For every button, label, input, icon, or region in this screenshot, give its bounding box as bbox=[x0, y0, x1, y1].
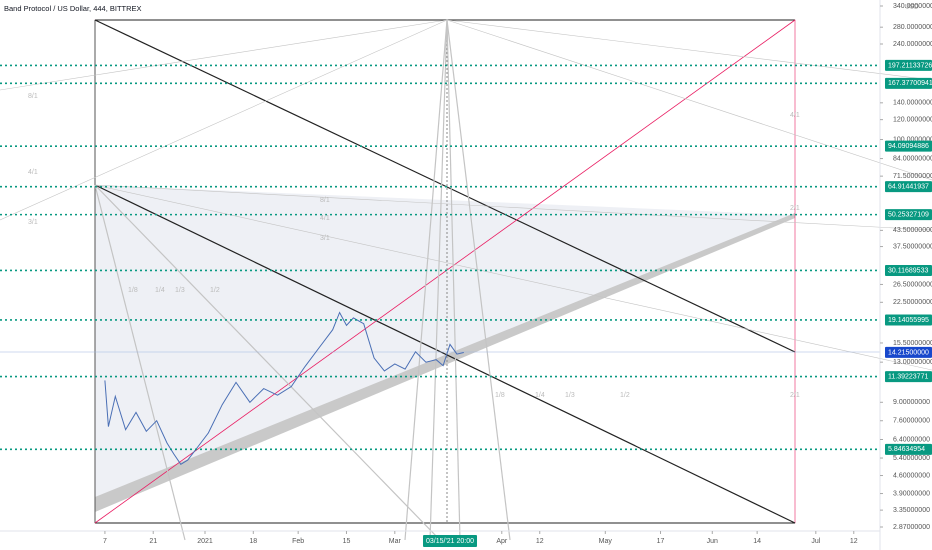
fan-label: 3/1 bbox=[320, 235, 330, 242]
y-tick-label: 240.00000000 bbox=[893, 41, 932, 48]
y-tick-label: 6.40000000 bbox=[893, 436, 930, 443]
x-tick-label: Jul bbox=[811, 538, 820, 545]
x-tick-label: 14 bbox=[753, 538, 761, 545]
fan-label: 1/8 bbox=[128, 287, 138, 294]
fan-label: 4/1 bbox=[790, 112, 800, 119]
level-label: 5.84634954 bbox=[888, 446, 925, 453]
y-tick-label: 4.60000000 bbox=[893, 472, 930, 479]
y-tick-label: 100.00000000 bbox=[893, 136, 932, 143]
level-tag bbox=[885, 371, 932, 383]
y-tick-label: 2.87000000 bbox=[893, 524, 930, 531]
x-tick-label: May bbox=[599, 538, 613, 545]
diagonal bbox=[94, 19, 796, 524]
x-tick-label: Feb bbox=[292, 538, 304, 545]
x-tick-label: 21 bbox=[149, 538, 157, 545]
diagonal bbox=[94, 184, 796, 524]
y-tick-label: 9.00000000 bbox=[893, 399, 930, 406]
x-tick-label: 7 bbox=[103, 538, 107, 545]
fan-label: 1/4 bbox=[535, 392, 545, 399]
y-tick-label: 43.50000000 bbox=[893, 227, 932, 234]
last-price-label: 14.21500000 bbox=[888, 349, 929, 356]
fan-label: 4/1 bbox=[320, 215, 330, 222]
level-tag bbox=[885, 140, 932, 152]
level-label: 11.39223771 bbox=[888, 373, 928, 380]
x-tick-label: 15 bbox=[343, 538, 351, 545]
level-label: 64.91441937 bbox=[888, 184, 929, 191]
fan-label: 1/8 bbox=[495, 392, 505, 399]
y-tick-label: 84.00000000 bbox=[893, 155, 932, 162]
fan-label: 1/2 bbox=[210, 287, 220, 294]
y-tick-label: 7.60000000 bbox=[893, 418, 930, 425]
x-tick-label: 17 bbox=[657, 538, 665, 545]
fan-label: 4/1 bbox=[28, 169, 38, 176]
y-tick-label: 120.00000000 bbox=[893, 116, 932, 123]
y-tick-label: 71.50000000 bbox=[893, 173, 932, 180]
y-tick-label: 3.35000000 bbox=[893, 507, 930, 514]
fan-label: 2/1 bbox=[790, 392, 800, 399]
fan-label: 3/1 bbox=[28, 219, 38, 226]
fan-label: 2/1 bbox=[790, 205, 800, 212]
level-tag bbox=[885, 209, 932, 221]
fan-label: 1/2 bbox=[620, 392, 630, 399]
level-label: 197.21133726 bbox=[888, 62, 932, 69]
fan-label: 1/3 bbox=[175, 287, 185, 294]
level-label: 167.37700941 bbox=[888, 80, 932, 87]
level-tag bbox=[885, 443, 932, 455]
x-tick-label: 12 bbox=[850, 538, 858, 545]
fan-label: 8/1 bbox=[28, 93, 38, 100]
level-tag bbox=[885, 314, 932, 326]
level-tag bbox=[885, 77, 932, 89]
level-label: 94.09094886 bbox=[888, 143, 929, 150]
level-tag bbox=[885, 264, 932, 276]
y-tick-label: 280.00000000 bbox=[893, 24, 932, 31]
crosshair-tag bbox=[423, 535, 478, 547]
fan-band bbox=[95, 213, 795, 512]
x-tick-label: 12 bbox=[536, 538, 544, 545]
level-tag bbox=[885, 59, 932, 71]
fan-label: 1/3 bbox=[565, 392, 575, 399]
level-tag bbox=[885, 181, 932, 193]
y-tick-label: 3.90000000 bbox=[893, 490, 930, 497]
y-tick-label: 340.0000000 bbox=[893, 3, 932, 10]
y-tick-label: 15.50000000 bbox=[893, 340, 932, 347]
x-tick-label: Jun bbox=[707, 538, 718, 545]
level-label: 19.14055995 bbox=[888, 317, 929, 324]
price-line bbox=[104, 311, 464, 465]
y-tick-label: 26.50000000 bbox=[893, 281, 932, 288]
fan-lines bbox=[0, 19, 932, 541]
level-label: 30.11689533 bbox=[888, 267, 928, 274]
x-tick-label: 2021 bbox=[197, 538, 213, 545]
x-tick-label: Apr bbox=[496, 538, 508, 545]
y-tick-label: 37.50000000 bbox=[893, 243, 932, 250]
y-tick-label: 22.50000000 bbox=[893, 299, 932, 306]
y-tick-label: 140.00000000 bbox=[893, 100, 932, 107]
x-tick-label: 18 bbox=[249, 538, 257, 545]
crosshair-label: 03/15/'21 20:00 bbox=[426, 538, 474, 545]
y-tick-label: 5.40000000 bbox=[893, 455, 930, 462]
x-tick-label: Mar bbox=[389, 538, 402, 545]
fan-label: 8/1 bbox=[320, 197, 330, 204]
chart-title: Band Protocol / US Dollar, 444, BITTREX bbox=[4, 4, 142, 13]
currency: USD bbox=[905, 4, 919, 11]
last-price-tag bbox=[885, 346, 932, 358]
level-label: 50.25327109 bbox=[888, 211, 929, 218]
y-tick-label: 13.00000000 bbox=[893, 359, 932, 366]
fan-label: 1/4 bbox=[155, 287, 165, 294]
